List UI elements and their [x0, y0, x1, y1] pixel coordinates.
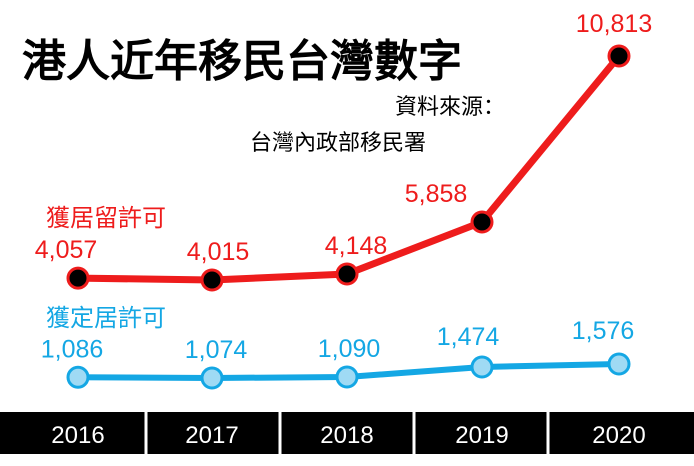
settlement-series-point — [66, 365, 90, 389]
x-tick-label: 2019 — [455, 422, 508, 449]
x-axis: 2016 2017 2018 2019 2020 — [0, 412, 694, 454]
residence-series-point — [607, 44, 631, 68]
residence-series-data-label: 4,148 — [325, 232, 388, 260]
residence-series-point — [200, 268, 224, 292]
settlement-series-point — [607, 352, 631, 376]
series-layer: 4,057 4,015 4,148 5,858 10,813 獲居留許可 1,086 1,07… — [35, 10, 652, 390]
settlement-series-point — [470, 355, 494, 379]
settlement-series-point — [335, 365, 359, 389]
residence-series-point — [470, 210, 494, 234]
settlement-series-point — [200, 366, 224, 390]
source-label: 資料來源： — [395, 95, 505, 120]
settlement-series-data-label: 1,474 — [437, 323, 500, 351]
residence-series-point — [66, 266, 90, 290]
settlement-series-data-label: 1,086 — [41, 335, 104, 363]
source-agency: 台灣內政部移民署 — [250, 131, 426, 156]
residence-series-data-label: 4,015 — [187, 238, 250, 266]
residence-series-point — [335, 262, 359, 286]
residence-series-data-label: 5,858 — [405, 180, 468, 208]
x-axis-bar — [0, 412, 694, 454]
settlement-series-data-label: 1,576 — [572, 317, 635, 345]
chart-title: 港人近年移民台灣數字 — [22, 36, 462, 87]
residence-series-name: 獲居留許可 — [46, 204, 166, 232]
settlement-series-data-label: 1,090 — [318, 335, 381, 363]
residence-series-data-label: 10,813 — [576, 10, 652, 38]
settlement-series-name: 獲定居許可 — [46, 304, 166, 332]
x-tick-label: 2017 — [185, 422, 238, 449]
x-tick-label: 2020 — [592, 422, 645, 449]
residence-series-data-label: 4,057 — [35, 236, 98, 264]
settlement-series-data-label: 1,074 — [185, 336, 248, 364]
x-tick-label: 2016 — [51, 422, 104, 449]
x-tick-label: 2018 — [320, 422, 373, 449]
